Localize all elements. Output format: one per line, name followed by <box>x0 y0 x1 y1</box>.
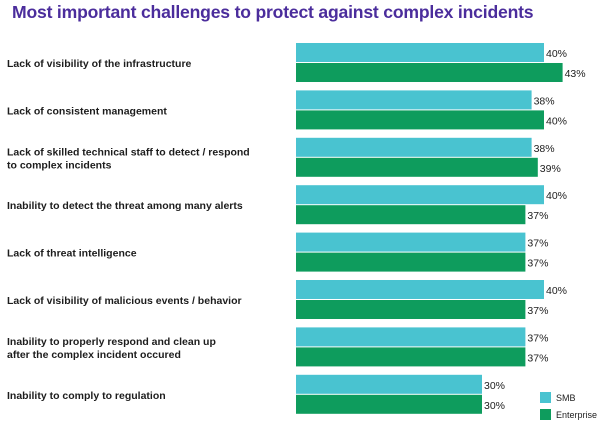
category-label: Lack of consistent management <box>7 105 167 117</box>
legend-swatch-smb <box>540 392 551 403</box>
category-label: Inability to properly respond and clean … <box>7 336 216 348</box>
category-label: after the complex incident occured <box>7 349 181 361</box>
bar-smb <box>296 43 544 62</box>
data-label: 43% <box>565 68 586 80</box>
data-label: 40% <box>546 285 567 297</box>
data-label: 37% <box>527 238 548 250</box>
bar-enterprise <box>296 110 544 130</box>
data-label: 38% <box>534 143 555 155</box>
category-label: Lack of skilled technical staff to detec… <box>7 146 250 158</box>
category-label: Inability to comply to regulation <box>7 390 166 402</box>
data-label: 30% <box>484 380 505 392</box>
bar-enterprise <box>296 347 526 367</box>
category-label: to complex incidents <box>7 159 112 171</box>
category-label: Lack of threat intelligence <box>7 248 137 260</box>
category-label: Inability to detect the threat among man… <box>7 200 243 212</box>
legend-label: SMB <box>556 393 576 403</box>
data-label: 37% <box>527 210 548 222</box>
data-label: 37% <box>527 258 548 270</box>
bar-enterprise <box>296 300 526 319</box>
data-label: 40% <box>546 190 567 202</box>
legend-label: Enterprise <box>556 410 597 420</box>
data-label: 40% <box>546 115 567 127</box>
data-label: 40% <box>546 48 567 60</box>
bar-enterprise <box>296 252 526 272</box>
data-label: 38% <box>534 95 555 107</box>
bar-enterprise <box>296 63 563 82</box>
bar-enterprise <box>296 394 482 414</box>
bar-smb <box>296 185 544 205</box>
bar-smb <box>296 232 526 252</box>
bar-smb <box>296 327 526 347</box>
category-label: Lack of visibility of malicious events /… <box>7 295 242 307</box>
bar-smb <box>296 90 532 110</box>
category-label: Lack of visibility of the infrastructure <box>7 58 192 70</box>
data-label: 37% <box>527 352 548 364</box>
data-label: 37% <box>527 332 548 344</box>
bar-smb <box>296 280 544 299</box>
data-label: 30% <box>484 400 505 412</box>
data-label: 39% <box>540 163 561 175</box>
bar-enterprise <box>296 157 538 177</box>
legend-swatch-enterprise <box>540 409 551 420</box>
bar-smb <box>296 137 532 157</box>
chart-title: Most important challenges to protect aga… <box>12 2 534 22</box>
bar-smb <box>296 374 482 394</box>
bar-enterprise <box>296 205 526 225</box>
data-label: 37% <box>527 305 548 317</box>
